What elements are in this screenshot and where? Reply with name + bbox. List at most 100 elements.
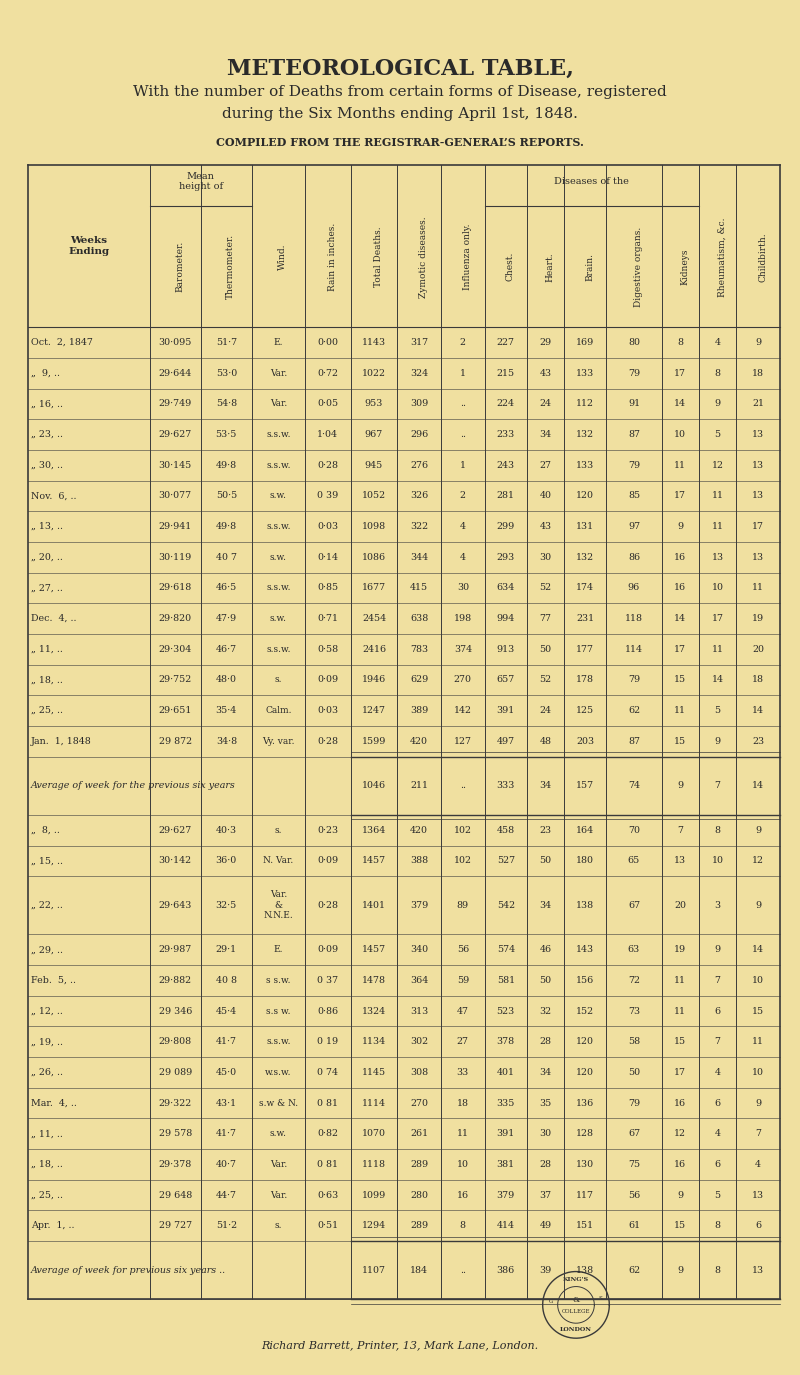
Text: 281: 281 [497, 491, 515, 500]
Text: 178: 178 [576, 675, 594, 685]
Text: 45·0: 45·0 [216, 1068, 237, 1077]
Text: 13: 13 [711, 553, 723, 562]
Text: 73: 73 [628, 1006, 640, 1016]
Text: 415: 415 [410, 583, 428, 593]
Text: 133: 133 [576, 461, 594, 470]
Text: 43: 43 [539, 368, 552, 378]
Text: 1046: 1046 [362, 781, 386, 791]
Text: 8: 8 [714, 368, 721, 378]
Text: 0 39: 0 39 [317, 491, 338, 500]
Text: during the Six Months ending April 1st, 1848.: during the Six Months ending April 1st, … [222, 107, 578, 121]
Text: 1364: 1364 [362, 825, 386, 835]
Text: 9: 9 [677, 1191, 683, 1199]
Text: „ 22, ..: „ 22, .. [31, 901, 63, 910]
Text: 420: 420 [410, 737, 428, 745]
Text: 29 346: 29 346 [158, 1006, 192, 1016]
Text: 33: 33 [457, 1068, 469, 1077]
Text: 10: 10 [674, 430, 686, 439]
Text: 14: 14 [711, 675, 723, 685]
Text: 1052: 1052 [362, 491, 386, 500]
Text: 180: 180 [576, 857, 594, 865]
Text: 953: 953 [365, 399, 383, 408]
Text: 102: 102 [454, 825, 472, 835]
Text: 391: 391 [497, 1129, 515, 1138]
Text: 35: 35 [539, 1099, 552, 1108]
Text: 138: 138 [576, 901, 594, 910]
Text: „ 20, ..: „ 20, .. [31, 553, 63, 562]
Text: 0·09: 0·09 [317, 945, 338, 954]
Text: 50: 50 [539, 645, 552, 653]
Text: 49·8: 49·8 [216, 461, 237, 470]
Text: ..: .. [460, 430, 466, 439]
Text: 0·72: 0·72 [318, 368, 338, 378]
Text: 629: 629 [410, 675, 428, 685]
Text: 9: 9 [755, 901, 761, 910]
Text: 59: 59 [457, 976, 469, 984]
Text: Thermometer.: Thermometer. [226, 234, 235, 300]
Text: 16: 16 [674, 553, 686, 562]
Text: 51·7: 51·7 [216, 338, 237, 346]
Text: „ 25, ..: „ 25, .. [31, 707, 63, 715]
Text: 11: 11 [457, 1129, 469, 1138]
Text: 79: 79 [628, 675, 640, 685]
Text: „ 19, ..: „ 19, .. [31, 1037, 63, 1046]
Text: 0·28: 0·28 [318, 901, 338, 910]
Text: 309: 309 [410, 399, 428, 408]
Text: 1457: 1457 [362, 857, 386, 865]
Text: 29·820: 29·820 [158, 615, 192, 623]
Text: 381: 381 [497, 1160, 515, 1169]
Text: 30: 30 [457, 583, 469, 593]
Text: Mean
height of: Mean height of [178, 172, 223, 191]
Text: 41·7: 41·7 [216, 1037, 237, 1046]
Text: „  8, ..: „ 8, .. [31, 825, 60, 835]
Text: Total Deaths.: Total Deaths. [374, 227, 383, 287]
Text: 86: 86 [628, 553, 640, 562]
Text: 4: 4 [755, 1160, 761, 1169]
Text: 270: 270 [454, 675, 472, 685]
Text: 1: 1 [460, 368, 466, 378]
Text: 23: 23 [752, 737, 764, 745]
Text: 17: 17 [752, 522, 764, 531]
Text: 56: 56 [628, 1191, 640, 1199]
Text: 85: 85 [628, 491, 640, 500]
Text: 2: 2 [460, 491, 466, 500]
Text: 16: 16 [674, 583, 686, 593]
Text: Zymotic diseases.: Zymotic diseases. [419, 216, 428, 298]
Text: 231: 231 [576, 615, 594, 623]
Text: „ 11, ..: „ 11, .. [31, 645, 63, 653]
Text: 157: 157 [576, 781, 594, 791]
Text: 11: 11 [711, 522, 723, 531]
Text: 120: 120 [576, 1068, 594, 1077]
Text: 53·5: 53·5 [216, 430, 237, 439]
Text: 39: 39 [539, 1266, 552, 1275]
Text: 53·0: 53·0 [216, 368, 237, 378]
Text: 40·7: 40·7 [216, 1160, 237, 1169]
Text: 0 74: 0 74 [318, 1068, 338, 1077]
Text: 0·03: 0·03 [317, 707, 338, 715]
Text: 389: 389 [410, 707, 428, 715]
Text: „ 16, ..: „ 16, .. [31, 399, 63, 408]
Text: 43·1: 43·1 [216, 1099, 237, 1108]
Text: 420: 420 [410, 825, 428, 835]
Text: 581: 581 [497, 976, 515, 984]
Text: Wind.: Wind. [278, 243, 287, 271]
Text: 34·8: 34·8 [216, 737, 237, 745]
Text: 52: 52 [539, 583, 552, 593]
Text: 13: 13 [752, 491, 764, 500]
Text: 62: 62 [628, 1266, 640, 1275]
Text: 29·643: 29·643 [158, 901, 192, 910]
Text: 46·7: 46·7 [216, 645, 237, 653]
Text: 128: 128 [576, 1129, 594, 1138]
Text: 14: 14 [752, 707, 764, 715]
Text: 11: 11 [752, 1037, 764, 1046]
Text: 65: 65 [628, 857, 640, 865]
Text: 47: 47 [457, 1006, 469, 1016]
Text: Richard Barrett, Printer, 13, Mark Lane, London.: Richard Barrett, Printer, 13, Mark Lane,… [262, 1341, 538, 1350]
Text: 29·627: 29·627 [158, 825, 192, 835]
Text: 211: 211 [410, 781, 428, 791]
Text: „ 11, ..: „ 11, .. [31, 1129, 63, 1138]
Text: 15: 15 [674, 737, 686, 745]
Text: 9: 9 [755, 338, 761, 346]
Text: 29·304: 29·304 [158, 645, 192, 653]
Text: 1107: 1107 [362, 1266, 386, 1275]
